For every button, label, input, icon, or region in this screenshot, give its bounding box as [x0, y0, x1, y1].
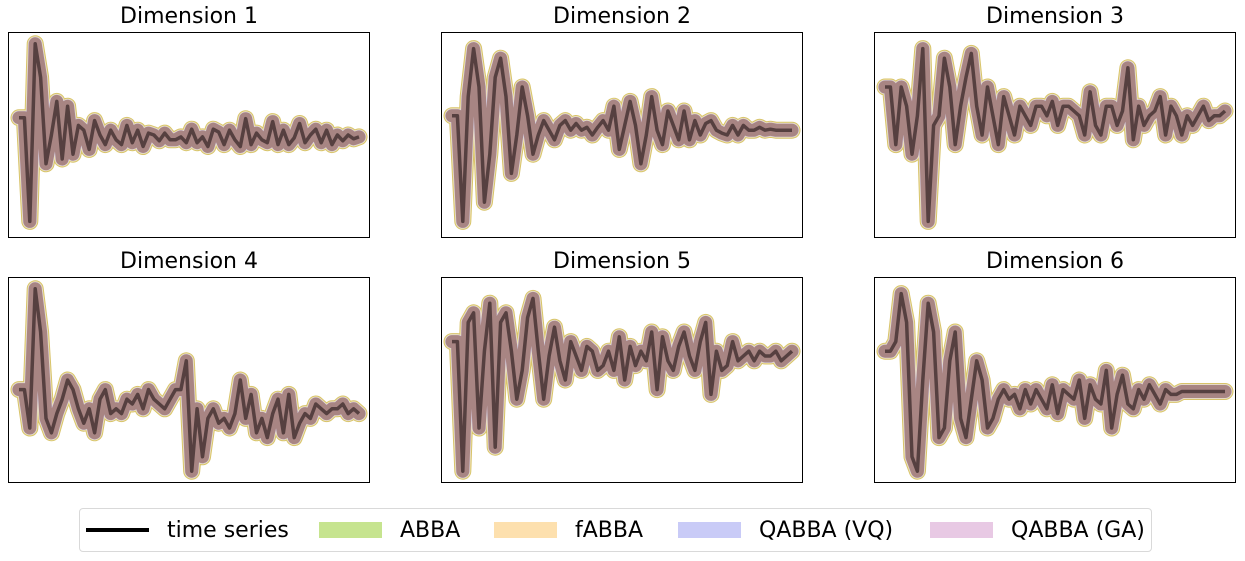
panel-title-2: Dimension 2 — [553, 4, 691, 29]
plot-svg-3 — [876, 40, 1234, 230]
chart-legend: time series ABBA fABBA QABBA (VQ) QABBA … — [79, 508, 1152, 552]
panel-title-5: Dimension 5 — [553, 249, 691, 274]
panel-title-4: Dimension 4 — [120, 249, 258, 274]
series-line-time-series — [885, 46, 1227, 224]
panel-title-3: Dimension 3 — [986, 4, 1124, 29]
panel-title-1: Dimension 1 — [120, 4, 258, 29]
plot-svg-2 — [443, 40, 801, 230]
series-line-time-series — [19, 287, 361, 473]
plot-panel-1 — [8, 32, 370, 238]
legend-swatch-time-series — [86, 528, 149, 532]
series-line-time-series — [452, 296, 794, 473]
plot-svg-5 — [443, 289, 801, 480]
legend-label-abba: ABBA — [400, 517, 461, 543]
legend-swatch-qabba-vq — [678, 522, 741, 538]
plot-svg-1 — [10, 35, 368, 230]
legend-label-time-series: time series — [167, 517, 289, 543]
legend-swatch-qabba-ga — [930, 522, 993, 538]
series-line-time-series — [885, 291, 1225, 473]
panel-title-6: Dimension 6 — [986, 249, 1124, 274]
legend-item-abba: ABBA — [319, 509, 460, 551]
plot-panel-4 — [8, 277, 370, 483]
legend-item-qabba-vq: QABBA (VQ) — [678, 509, 893, 551]
legend-swatch-abba — [319, 522, 382, 538]
legend-item-fabba: fABBA — [494, 509, 643, 551]
plot-panel-6 — [874, 277, 1236, 483]
series-line-time-series — [452, 46, 792, 224]
legend-item-qabba-ga: QABBA (GA) — [930, 509, 1145, 551]
plot-svg-6 — [876, 285, 1234, 480]
plot-panel-3 — [874, 32, 1236, 238]
legend-label-qabba-ga: QABBA (GA) — [1011, 517, 1145, 543]
plot-panel-2 — [441, 32, 803, 238]
plot-panel-5 — [441, 277, 803, 483]
legend-item-time-series: time series — [86, 509, 289, 551]
plot-svg-4 — [10, 280, 368, 480]
legend-label-fabba: fABBA — [575, 517, 644, 543]
legend-label-qabba-vq: QABBA (VQ) — [759, 517, 894, 543]
legend-swatch-fabba — [494, 522, 557, 538]
series-line-time-series — [19, 42, 360, 224]
